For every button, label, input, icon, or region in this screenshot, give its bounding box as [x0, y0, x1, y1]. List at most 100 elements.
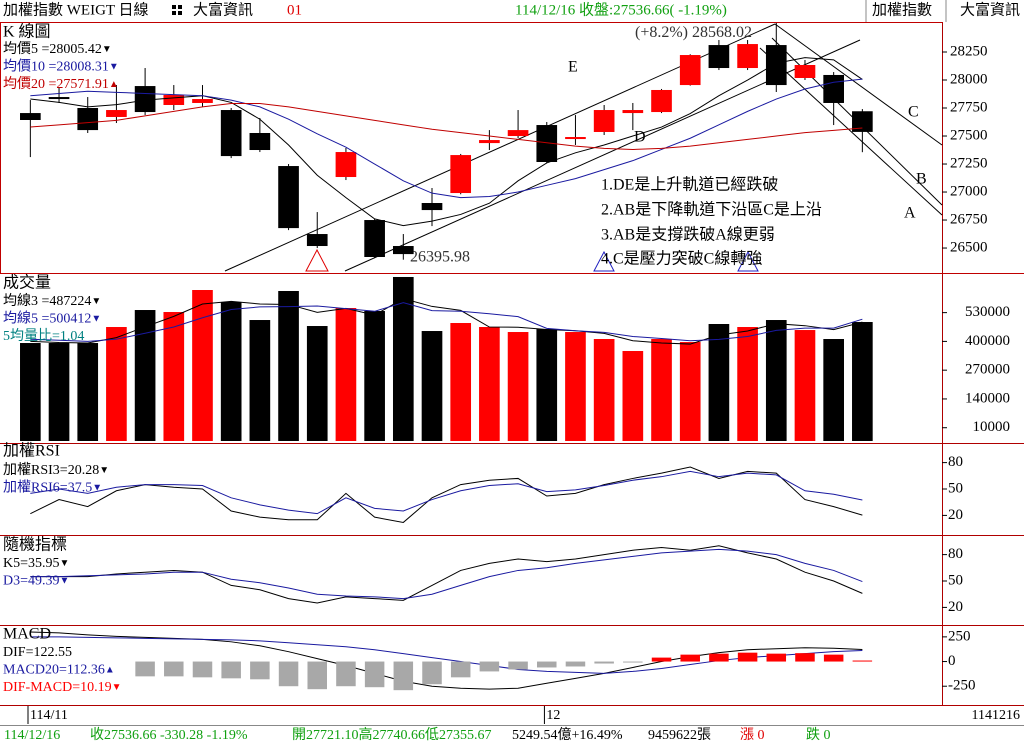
y-tick-label: 26500 — [950, 239, 988, 255]
plot-area — [30, 466, 863, 523]
panel-title: 成交量 — [3, 274, 51, 292]
y-tick-label: 26750 — [950, 211, 988, 227]
volume-ratio: 5均量比=1.04 — [3, 328, 84, 344]
trend-label: D — [634, 129, 646, 146]
y-tick-label: 20 — [948, 507, 963, 523]
histogram-bar — [393, 661, 414, 691]
header-title: 加權指數 WEIGT 日線 — [3, 1, 149, 18]
legend-trend: ▼ — [60, 576, 70, 587]
series-line — [30, 302, 863, 342]
candle-body — [708, 45, 730, 69]
histogram-bar — [422, 661, 442, 685]
legend-entry: 均線5 =500412▼ — [3, 311, 101, 327]
header-bar: 加權指數 WEIGT 日線 大富資訊 01 114/12/16 收盤:27536… — [0, 0, 1024, 22]
volume-bar — [278, 291, 299, 441]
high-price: 28568.02 — [692, 24, 752, 41]
trend-labels: E D C B A — [568, 59, 927, 222]
legend-name: K5 — [3, 556, 20, 571]
series-line — [30, 631, 863, 690]
plot-area — [20, 276, 873, 441]
status-bar: 114/12/16 收27536.66 -330.28 -1.19% 開2772… — [4, 726, 831, 743]
volume-bar — [421, 331, 443, 441]
histogram-bar — [192, 661, 213, 678]
volume-bar — [765, 320, 787, 441]
histogram-bar — [737, 652, 758, 662]
legend-separator: = — [45, 60, 57, 75]
signal-triangle — [305, 248, 329, 272]
header-background — [0, 0, 1024, 22]
legend-separator: = — [72, 680, 80, 695]
volume-bar — [249, 320, 271, 441]
y-tick-label: 0 — [948, 653, 956, 669]
volume-bar — [306, 326, 328, 441]
legend-trend: ▼ — [102, 44, 112, 55]
menu-icon[interactable] — [172, 5, 182, 15]
candle-body — [48, 97, 70, 100]
volume-bar — [737, 327, 758, 441]
header-code[interactable]: 01 — [287, 2, 302, 18]
candle-body — [421, 203, 443, 211]
histogram-bar — [766, 653, 787, 662]
volume-bar — [106, 327, 127, 441]
y-tick-label: 80 — [948, 546, 963, 562]
high-price-label: (+8.2%) 28568.02 — [635, 24, 752, 41]
legend-entry: DIF=122.55 — [3, 645, 72, 660]
legend-name: D3 — [3, 574, 20, 589]
y-tick-label: 50 — [948, 480, 963, 496]
volume-bar — [220, 302, 242, 441]
status-date: 114/12/16 — [4, 728, 60, 743]
trend-label: E — [568, 59, 578, 76]
histogram-bar — [364, 661, 385, 688]
analysis-note: 4.C是壓力突破C線轉強 — [601, 250, 762, 268]
series-line — [30, 466, 863, 523]
candle-body — [306, 234, 328, 247]
legend-value: 20.28 — [68, 463, 100, 478]
panel-frames — [0, 22, 1024, 726]
histogram-bar — [537, 661, 557, 668]
panel-title: MACD — [3, 626, 51, 643]
legend-entry: 加權RSI3=20.28▼ — [3, 462, 109, 478]
legend-name: MACD20 — [3, 663, 59, 678]
status-close: 收27536.66 -330.28 -1.19% — [90, 727, 248, 743]
candle-body — [450, 155, 472, 194]
candle-body — [392, 246, 414, 255]
candle-body — [737, 44, 758, 69]
panel: K 線圖 28250 28000 27750 27500 27250 27000 26750 2… — [3, 23, 988, 260]
header-right-source: 大富資訊 — [960, 0, 1020, 18]
plot-area — [30, 631, 873, 691]
histogram-bar — [651, 657, 672, 662]
header-right-title[interactable]: 加權指數 — [872, 1, 932, 18]
plot-area — [20, 23, 873, 260]
legend-entry: 均價10 =28008.31▼ — [3, 58, 119, 75]
analysis-note: 2.AB是下降軌道下沿區C是上沿 — [601, 201, 822, 219]
legend-separator: = — [60, 463, 68, 478]
y-tick-label: 530000 — [965, 304, 1010, 320]
low-price-label: 26395.98 — [410, 249, 470, 266]
ratio-value: 1.04 — [60, 329, 85, 344]
ratio-label: 5均量比 — [3, 328, 52, 344]
legend-trend: ▼ — [112, 682, 122, 693]
y-tick-label: 20 — [948, 599, 963, 615]
trend-lines — [224, 23, 943, 272]
volume-bar — [20, 343, 41, 441]
legend-value: 28005.42 — [49, 42, 102, 57]
y-tick-label: 28250 — [950, 43, 988, 59]
series-line — [30, 470, 863, 515]
histogram-bar — [307, 661, 327, 690]
histogram-bar — [164, 661, 184, 677]
legend-separator: = — [38, 42, 50, 57]
y-tick-label: 10000 — [973, 419, 1011, 435]
legend-trend: ▼ — [91, 296, 101, 307]
legend-entry: 均價20 =27571.91▲ — [3, 75, 119, 92]
volume-bar — [852, 322, 873, 441]
histogram-bar — [450, 661, 471, 678]
legend-entry: 均價5 =28005.42▼ — [3, 40, 112, 57]
candle-body — [823, 74, 844, 103]
candle-body — [364, 220, 385, 257]
legend-name: 均線5 — [3, 311, 38, 327]
header-source: 大富資訊 — [193, 0, 253, 18]
histogram-bar — [709, 653, 729, 662]
